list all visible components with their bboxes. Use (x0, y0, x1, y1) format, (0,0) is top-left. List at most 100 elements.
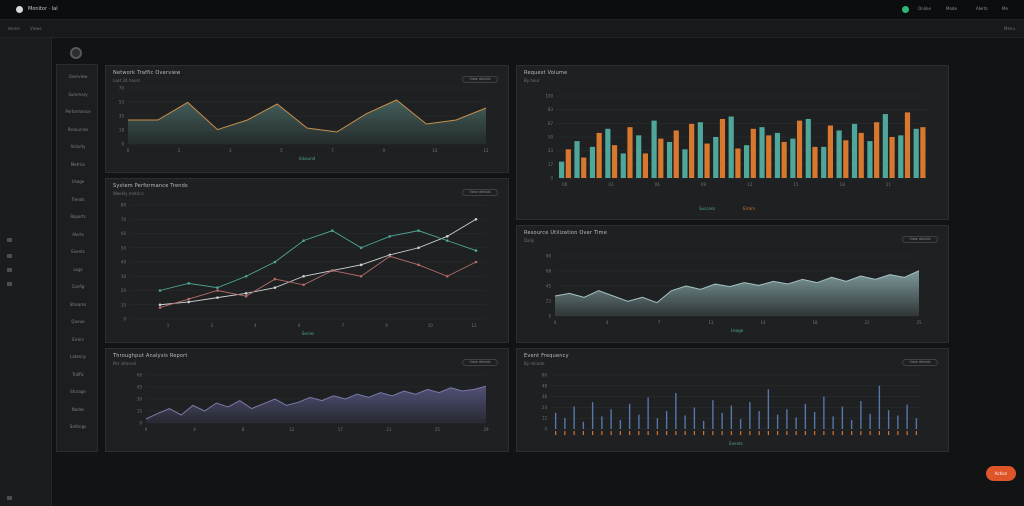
view-details-button[interactable]: View details (462, 76, 498, 83)
chart-event-frequency: 60 48 36 24 12 0 Events (542, 373, 921, 446)
bar-event (767, 389, 770, 429)
bar-success (805, 118, 811, 178)
nav-item[interactable]: Overview (68, 74, 88, 79)
view-details-button[interactable]: View details (902, 236, 938, 243)
subbar-home[interactable]: Home (8, 26, 20, 31)
x-tick-label: 29 (483, 427, 489, 432)
nav-item[interactable]: Config (71, 284, 85, 289)
nav-item[interactable]: Latency (70, 354, 86, 359)
y-tick-label: 23 (546, 299, 552, 304)
x-tick-label: 2 (178, 148, 181, 153)
bar-event (665, 411, 668, 429)
nav-item[interactable]: Reports (70, 214, 86, 219)
x-tick-label: 21 (886, 182, 892, 187)
bar-event (564, 418, 566, 429)
nav-panel: Overview Summary Performance Resources Activ… (56, 64, 98, 452)
y-tick-label: 0 (121, 142, 124, 147)
y-tick-label: 45 (137, 385, 143, 390)
view-details-button[interactable]: View details (902, 359, 938, 366)
nav-item[interactable]: Storage (70, 389, 86, 394)
status-c[interactable]: Alerts (976, 6, 988, 11)
bar-errors (719, 118, 726, 178)
bar-event (628, 403, 631, 429)
bar-event (813, 411, 816, 429)
bar-event (850, 420, 853, 429)
grid-icon[interactable] (7, 238, 12, 242)
bar-success (744, 145, 750, 178)
bar-event (656, 418, 659, 429)
nav-item[interactable]: Events (71, 249, 85, 254)
x-tick-label: 09 (701, 182, 707, 187)
series-line-C (159, 255, 477, 309)
status-b[interactable]: Mode (946, 6, 957, 11)
app-title: Monitor · lal (28, 6, 58, 12)
x-tick-label: 7 (658, 320, 661, 325)
nav-item[interactable]: Errors (72, 336, 84, 342)
tick-mark (619, 431, 621, 435)
bar-event (906, 404, 908, 429)
y-tick-label: 0 (139, 421, 142, 426)
bar-event (638, 414, 640, 429)
subbar-views[interactable]: Views (30, 26, 42, 31)
y-tick-label: 12 (542, 416, 548, 421)
view-details-button[interactable]: View details (462, 189, 498, 196)
bar-errors (843, 140, 849, 178)
nav-item[interactable]: Summary (68, 91, 88, 97)
bar-errors (689, 123, 695, 178)
tick-mark (564, 431, 566, 435)
nav-item[interactable]: Usage (71, 179, 85, 184)
tick-mark (693, 431, 695, 435)
x-tick-label: 10 (428, 323, 434, 328)
data-point-C (474, 260, 478, 264)
bar-success (666, 141, 673, 178)
bar-event (887, 410, 890, 429)
y-tick-label: 15 (137, 409, 143, 414)
nav-item[interactable]: Metrics (70, 161, 86, 167)
nav-item[interactable]: Performance (65, 109, 91, 114)
panel-title: Network Traffic Overview (113, 70, 181, 76)
nav-item[interactable]: Nodes (71, 406, 85, 412)
tick-mark (638, 431, 640, 435)
panel-resource-utilization: Resource Utilization Over Time Daily Vie… (516, 225, 949, 343)
bar-event (786, 409, 788, 429)
view-details-button[interactable]: View details (462, 359, 498, 366)
bar-success (728, 116, 734, 178)
data-point-A (474, 217, 478, 221)
bottom-icon[interactable] (7, 496, 12, 500)
nav-item[interactable]: Traffic (71, 371, 85, 377)
chart-throughput: 60 45 30 15 00 4 8 12 17 21 25 29 (137, 373, 489, 433)
y-tick-label: 35 (119, 114, 125, 119)
nav-item[interactable]: Trends (71, 196, 85, 202)
status-a[interactable]: Online (918, 6, 931, 11)
nav-item[interactable]: Queue (71, 319, 85, 324)
bar-errors (796, 120, 803, 178)
nav-item[interactable]: Activity (70, 144, 86, 149)
app-logo-icon[interactable] (16, 6, 23, 13)
nav-item[interactable]: Streams (69, 301, 87, 307)
tick-mark (851, 431, 853, 435)
subbar-menu[interactable]: Menu (1004, 26, 1015, 31)
chart-icon[interactable] (7, 268, 12, 272)
x-tick-label: 12 (747, 182, 753, 187)
nav-item[interactable]: Resources (67, 126, 89, 132)
bar-event (730, 405, 733, 429)
area-line (554, 270, 920, 304)
legend-label: Events (729, 441, 743, 446)
nav-item[interactable]: Settings (69, 424, 87, 429)
x-tick-label: 21 (864, 320, 870, 325)
bar-event (795, 417, 797, 429)
x-tick-label: 25 (435, 427, 441, 432)
user-label[interactable]: Me (1002, 6, 1008, 11)
panel-subtitle: Daily (524, 238, 535, 243)
data-point-A (158, 303, 162, 307)
nav-item[interactable]: Alerts (72, 231, 84, 237)
list-icon[interactable] (7, 254, 12, 258)
doc-icon[interactable] (7, 282, 12, 286)
avatar[interactable] (70, 47, 82, 59)
panel-subtitle: Weekly metrics (113, 191, 144, 196)
bar-event (647, 397, 649, 429)
nav-item[interactable]: Logs (73, 266, 83, 272)
action-button[interactable]: Action (986, 466, 1016, 481)
bar-errors (596, 132, 602, 178)
tick-mark (897, 431, 899, 435)
